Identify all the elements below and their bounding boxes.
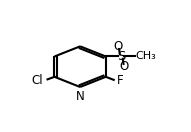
Text: F: F [117,74,123,87]
Text: O: O [120,60,129,73]
Text: Cl: Cl [32,74,43,87]
Text: N: N [76,90,84,103]
Text: CH₃: CH₃ [135,51,156,62]
Text: O: O [114,40,123,53]
Text: S: S [117,50,125,63]
